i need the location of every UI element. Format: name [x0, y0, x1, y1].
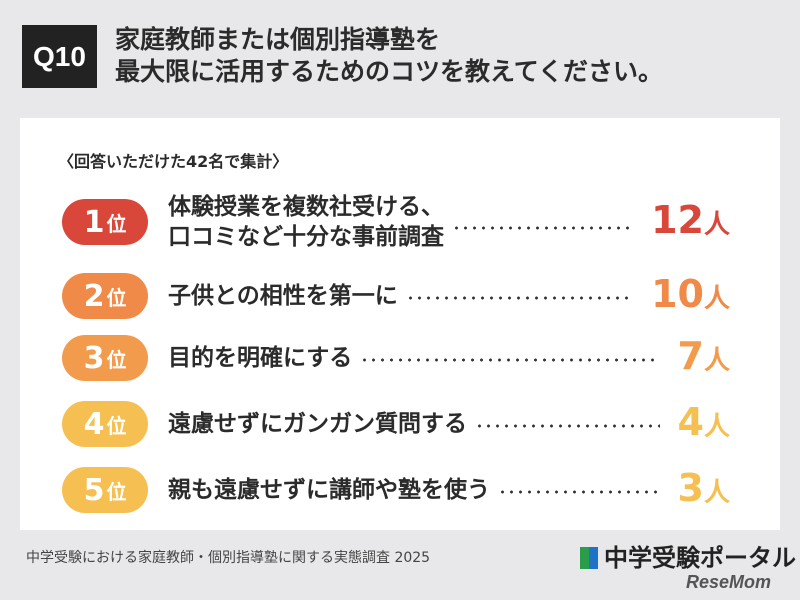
- leader-dots: [452, 226, 634, 230]
- title: 家庭教師または個別指導塾を 最大限に活用するためのコツを教えてください。: [115, 24, 663, 88]
- item-text-line: 子供との相性を第一に: [168, 283, 398, 309]
- rank: 5: [83, 472, 105, 508]
- count-number: 3: [677, 466, 704, 510]
- logo-icon: [580, 547, 598, 569]
- item-text: 遠慮せずにガンガン質問する: [168, 409, 467, 439]
- count: 4人: [678, 400, 730, 444]
- item-text-line: 口コミなど十分な事前調査: [168, 224, 444, 250]
- note: 〈回答いただけた42名で集計〉: [58, 152, 289, 171]
- count-unit: 人: [703, 346, 730, 376]
- logo: 中学受験ポータル: [580, 538, 796, 573]
- count: 12人: [651, 198, 730, 242]
- item-text-line: 遠慮せずにガンガン質問する: [168, 411, 467, 437]
- item-text-line: 親も遠慮せずに講師や塾を使う: [168, 477, 490, 503]
- item-text-line: 目的を明確にする: [168, 345, 353, 371]
- badge: Q10: [22, 25, 97, 88]
- count: 10人: [651, 272, 730, 316]
- count-unit: 人: [703, 478, 730, 508]
- count-number: 12: [651, 198, 704, 242]
- leader-dots: [405, 296, 634, 300]
- item-text: 子供との相性を第一に: [168, 281, 398, 311]
- logo-text: 中学受験ポータル: [604, 544, 796, 572]
- rank: 1: [83, 204, 105, 240]
- item-text: 体験授業を複数社受ける、 口コミなど十分な事前調査: [168, 192, 444, 252]
- rank: 4: [83, 406, 105, 442]
- leader-dots: [498, 490, 660, 494]
- rank-unit: 位: [106, 211, 127, 236]
- card: [20, 118, 780, 530]
- title-line: 最大限に活用するためのコツを教えてください。: [115, 57, 664, 86]
- title-line: 家庭教師または個別指導塾を: [115, 25, 441, 54]
- count-number: 7: [677, 334, 704, 378]
- source: 中学受験における家庭教師・個別指導塾に関する実態調査 2025: [26, 550, 431, 566]
- leader-dots: [475, 424, 660, 428]
- count: 3人: [678, 466, 730, 510]
- watermark: ReseMom: [686, 572, 772, 592]
- count-unit: 人: [703, 412, 730, 442]
- rank-unit: 位: [106, 479, 127, 504]
- count-unit: 人: [703, 284, 730, 314]
- count-number: 10: [651, 272, 704, 316]
- item-text: 目的を明確にする: [168, 343, 352, 373]
- item-text-line: 体験授業を複数社受ける、: [168, 194, 444, 220]
- leader-dots: [360, 358, 660, 362]
- count: 7人: [678, 334, 730, 378]
- count-number: 4: [677, 400, 704, 444]
- rank-unit: 位: [106, 285, 127, 310]
- rank-unit: 位: [106, 347, 127, 372]
- rank-unit: 位: [106, 413, 127, 438]
- item-text: 親も遠慮せずに講師や塾を使う: [168, 475, 490, 505]
- rank: 2: [83, 278, 105, 314]
- rank: 3: [83, 340, 105, 376]
- count-unit: 人: [703, 210, 730, 240]
